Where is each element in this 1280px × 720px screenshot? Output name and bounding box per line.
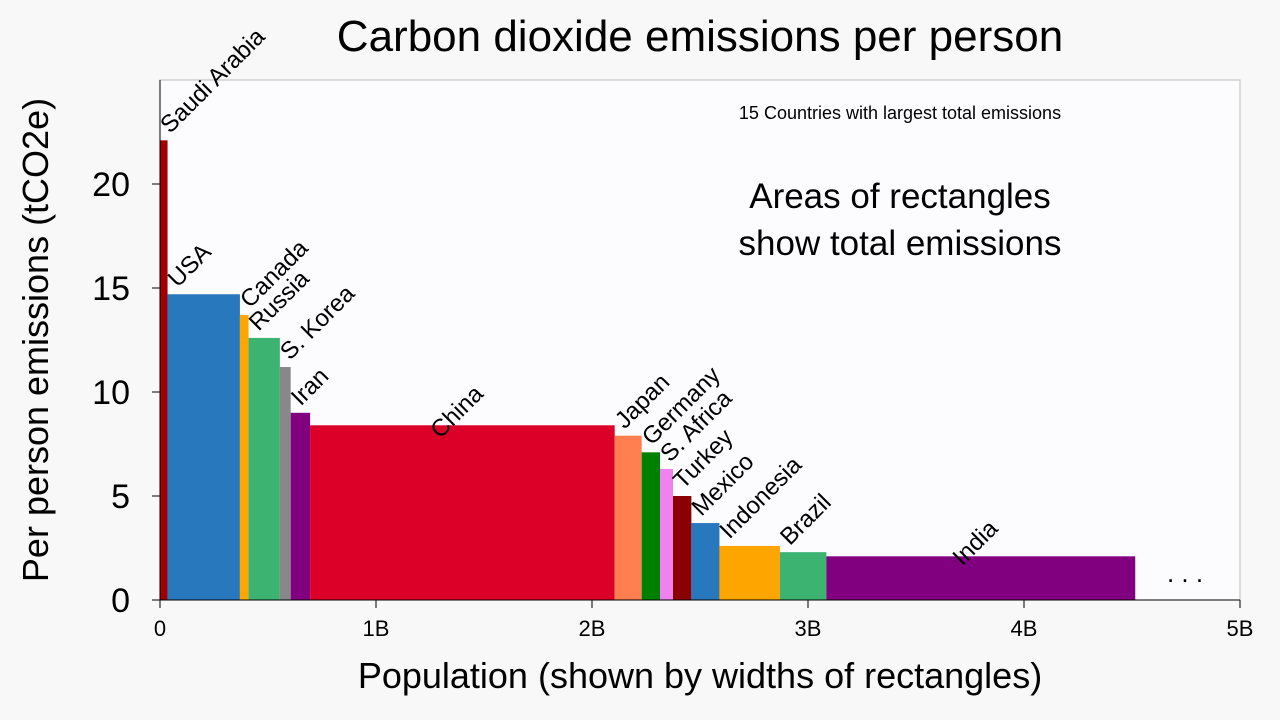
y-tick-label: 10	[92, 374, 130, 412]
bar-saudi-arabia	[160, 140, 168, 600]
bar-mexico	[691, 523, 720, 600]
bar-s-africa	[660, 468, 673, 600]
x-tick-label: 5B	[1227, 616, 1254, 641]
bar-india	[826, 556, 1136, 600]
bar-china	[310, 425, 615, 600]
bar-iran	[290, 412, 311, 600]
continuation-marker: . . .	[1167, 558, 1203, 588]
bars-group	[160, 140, 1136, 600]
bar-usa	[167, 294, 240, 600]
x-axis-label: Population (shown by widths of rectangle…	[358, 655, 1042, 696]
bar-turkey	[673, 496, 692, 600]
y-tick-label: 5	[111, 478, 130, 516]
bar-brazil	[779, 552, 827, 600]
bar-germany	[641, 452, 661, 600]
y-tick-label: 20	[92, 166, 130, 204]
bar-canada	[239, 315, 249, 600]
chart-title: Carbon dioxide emissions per person	[337, 12, 1063, 61]
axes-group: 0 1B 2B 3B 4B 5B 0 5 10 15 20	[92, 80, 1253, 641]
annotation-line-2: show total emissions	[739, 224, 1062, 263]
x-tick-label: 2B	[579, 616, 606, 641]
chart-subtitle: 15 Countries with largest total emission…	[739, 103, 1061, 123]
bar-indonesia	[719, 545, 780, 600]
x-tick-label: 4B	[1011, 616, 1038, 641]
bar-s-korea	[279, 367, 291, 600]
annotation-line-1: Areas of rectangles	[749, 177, 1051, 216]
x-tick-label: 3B	[795, 616, 822, 641]
y-tick-label: 0	[111, 582, 130, 620]
bar-russia	[248, 337, 280, 600]
y-tick-label: 15	[92, 270, 130, 308]
x-tick-label: 0	[154, 616, 166, 641]
y-axis-label: Per person emissions (tCO2e)	[15, 98, 56, 582]
bar-japan	[614, 435, 642, 600]
x-tick-label: 1B	[363, 616, 390, 641]
